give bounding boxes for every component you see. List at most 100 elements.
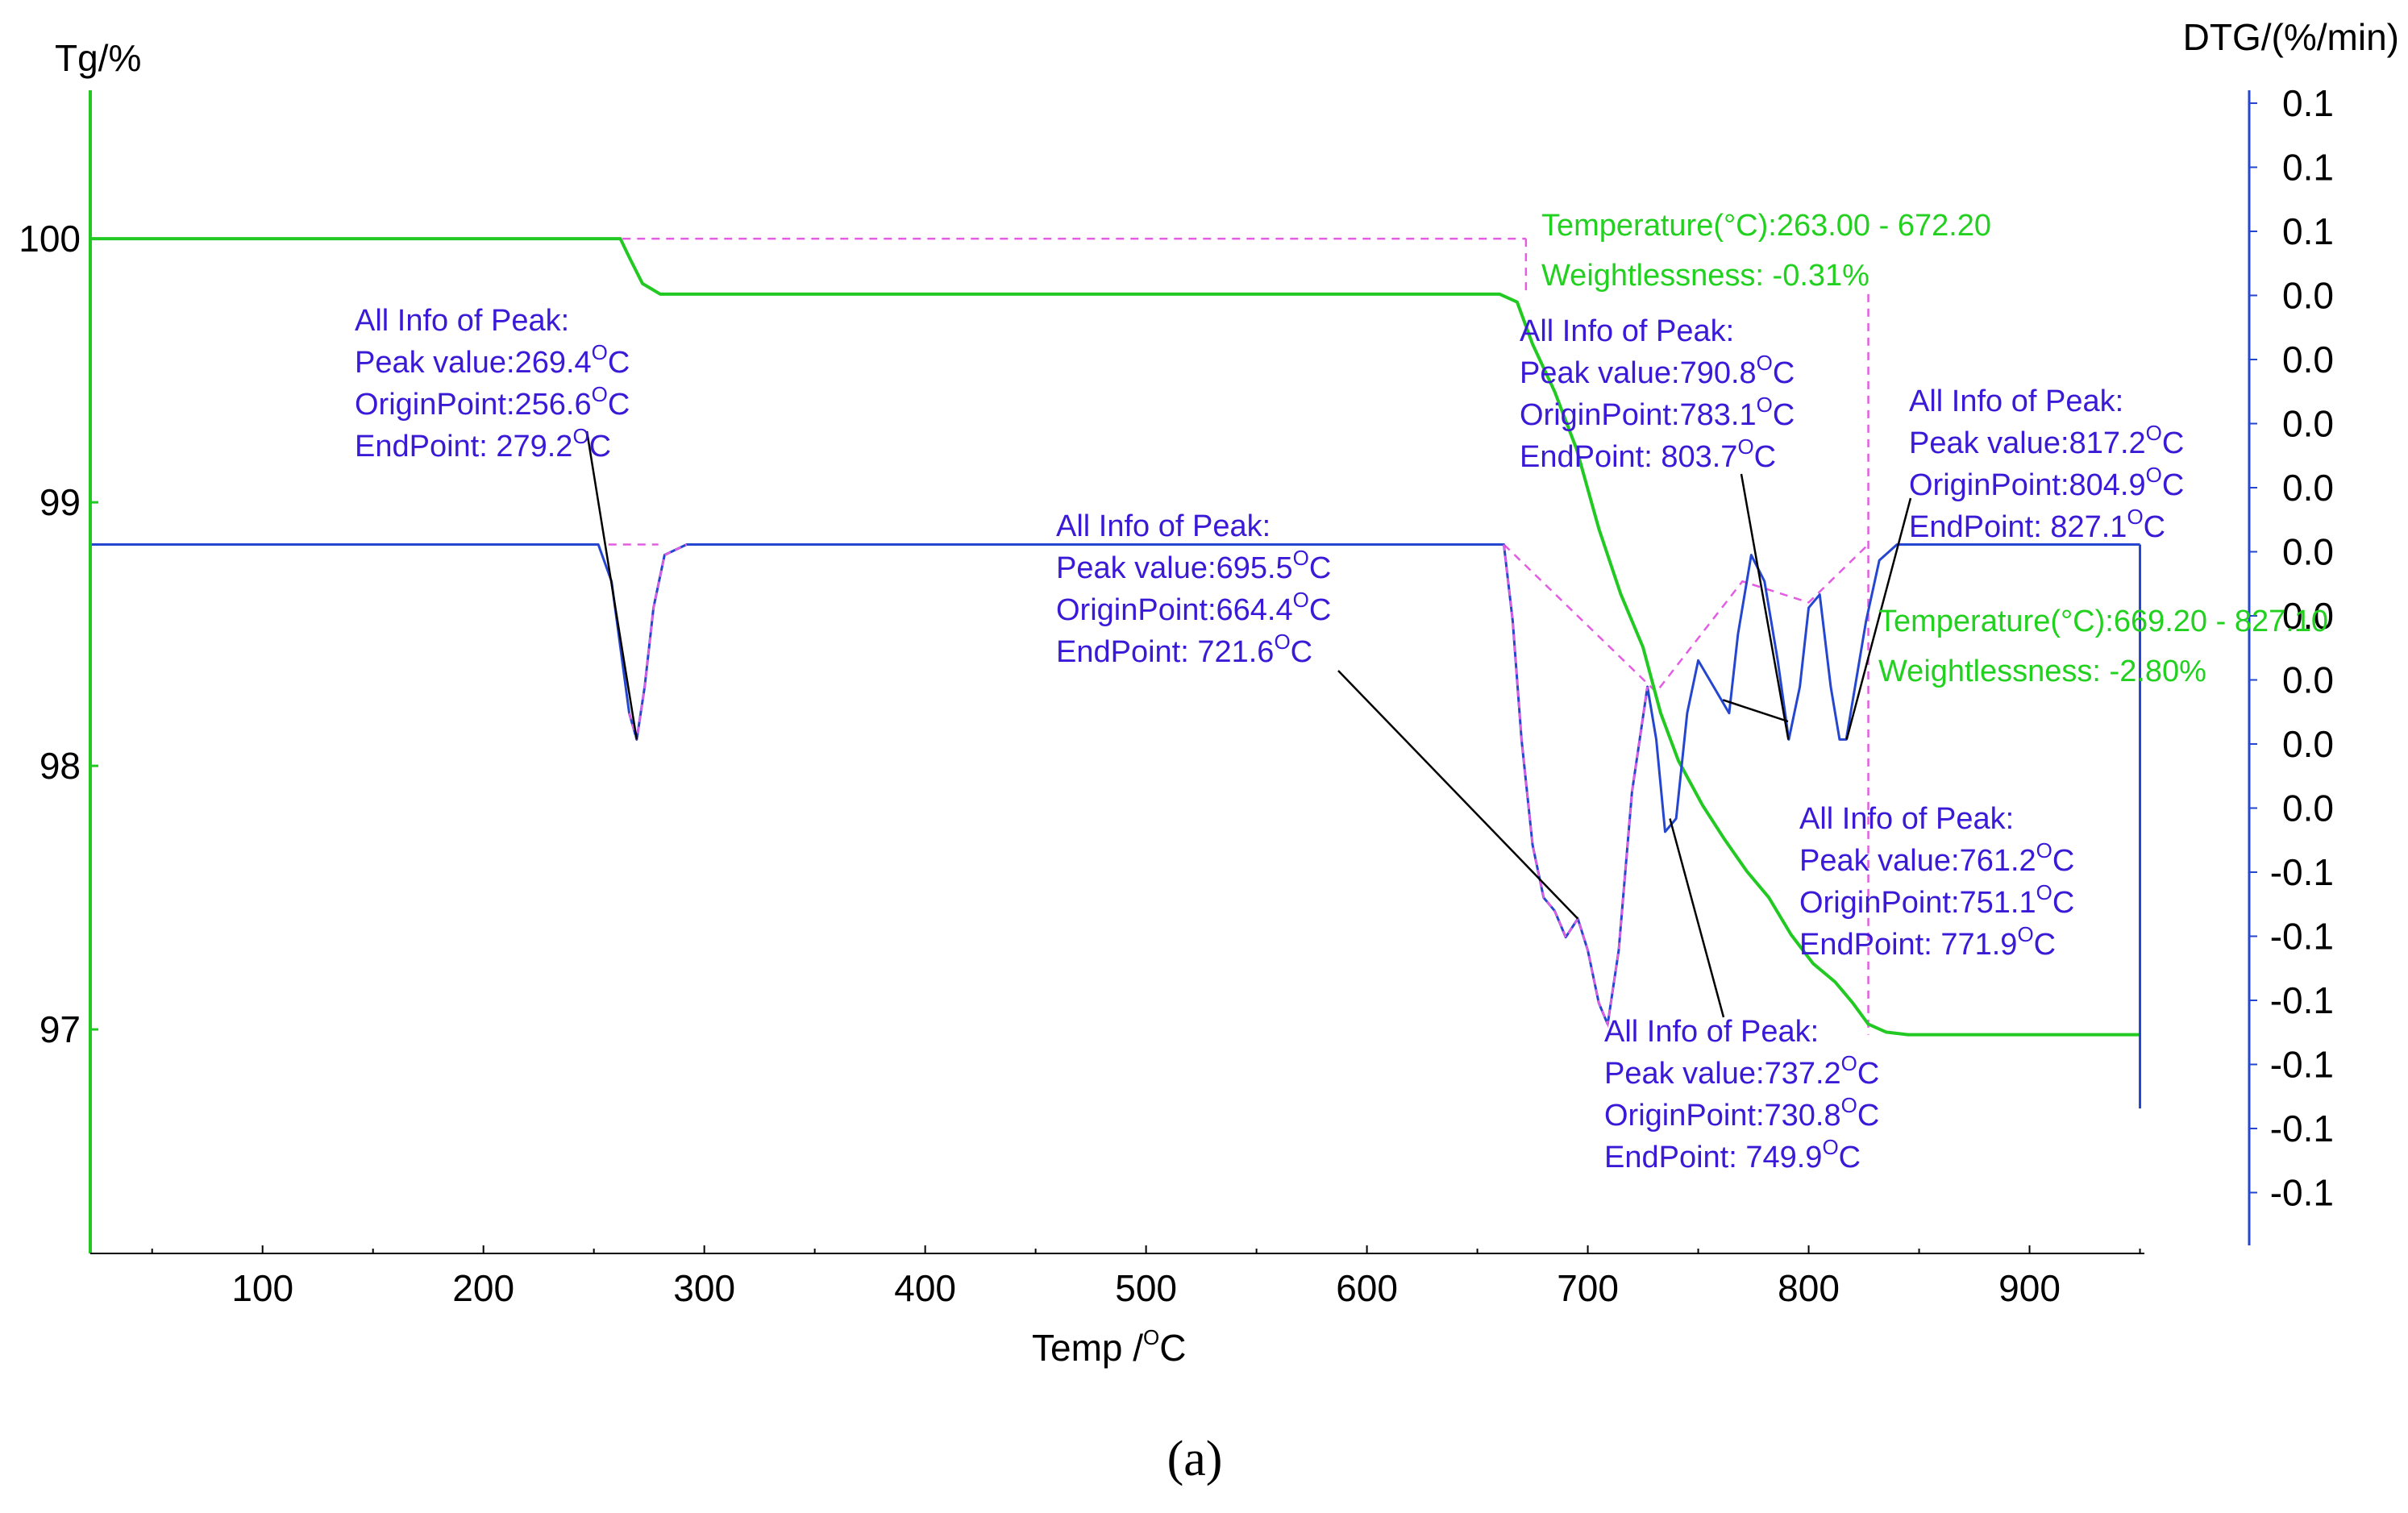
x-tick-label: 400	[894, 1267, 956, 1309]
y-right-tick-label: -0.1	[2270, 1108, 2334, 1149]
x-tick-label: 100	[231, 1267, 293, 1309]
x-tick-label: 800	[1778, 1267, 1840, 1309]
x-tick-label: 300	[673, 1267, 735, 1309]
degree-sup: O	[592, 382, 608, 406]
peak-value-text: Peak value:269.4OC	[355, 340, 630, 380]
y-right-tick-label: 0.0	[2282, 531, 2334, 573]
label: Peak value:790.8	[1520, 356, 1757, 390]
label: Peak value:737.2	[1604, 1057, 1841, 1091]
figure-caption: (a)	[1167, 1432, 1223, 1486]
axes	[89, 90, 2251, 1254]
right-tick-labels: 0.1 0.1 0.1 0.0 0.0 0.0 0.0 0.0 0.0 0.0 0.0 0.0 -0.1…	[2249, 82, 2334, 1214]
unit: C	[1773, 398, 1795, 432]
y-right-tick-label: 0.1	[2282, 210, 2334, 252]
label: Peak value:695.5	[1056, 551, 1293, 585]
y-left-axis-title: Tg/%	[55, 37, 141, 79]
unit: C	[2052, 844, 2074, 878]
label: OriginPoint:751.1	[1799, 886, 2036, 920]
y-right-tick-label: 0.0	[2282, 275, 2334, 317]
weightlessness-text: Weightlessness: -0.31%	[1541, 259, 1869, 293]
origin-point-text: OriginPoint:751.1OC	[1799, 880, 2074, 920]
peak-value-text: Peak value:817.2OC	[1909, 421, 2184, 460]
label: OriginPoint:256.6	[355, 388, 592, 422]
peak2-baseline-guide	[1503, 543, 1869, 694]
peak-leader-line	[1337, 670, 1579, 920]
y-right-axis-title: DTG/(%/min)	[2183, 16, 2399, 58]
label: EndPoint: 279.2	[355, 430, 572, 463]
origin-point-text: OriginPoint:664.4OC	[1056, 588, 1331, 627]
peak-leader-line	[1740, 473, 1790, 740]
label: OriginPoint:804.9	[1909, 468, 2146, 502]
unit: C	[1291, 635, 1312, 669]
degree-sup: O	[2036, 880, 2052, 904]
x-axis-title-main: Temp /	[1032, 1327, 1143, 1369]
degree-sup: O	[2146, 421, 2162, 445]
y-right-tick-label: 0.0	[2282, 659, 2334, 701]
end-point-text: EndPoint: 721.6OC	[1056, 630, 1312, 669]
end-point-text: EndPoint: 803.7OC	[1520, 434, 1776, 474]
y-left-tick-label: 99	[40, 481, 81, 523]
unit: C	[1857, 1099, 1879, 1133]
x-tick-label: 500	[1115, 1267, 1177, 1309]
unit: C	[1754, 440, 1776, 474]
peak-value-text: Peak value:761.2OC	[1799, 838, 2074, 878]
label: OriginPoint:730.8	[1604, 1099, 1841, 1133]
temperature-range-text: Temperature(°C):669.20 - 827.10	[1878, 605, 2328, 638]
y-right-tick-label: 0.0	[2282, 339, 2334, 380]
unit: C	[2162, 426, 2184, 460]
y-right-tick-label: 0.0	[2282, 403, 2334, 445]
degree-sup: O	[2017, 922, 2033, 946]
label: EndPoint: 803.7	[1520, 440, 1737, 474]
unit: C	[2052, 886, 2074, 920]
y-right-tick-label: 0.1	[2282, 147, 2334, 189]
degree-sup: O	[1737, 434, 1753, 459]
unit: C	[1309, 593, 1331, 627]
y-right-tick-label: -0.1	[2270, 851, 2334, 893]
step-info-block: Temperature(°C):263.00 - 672.20 Weightles…	[1541, 209, 1991, 293]
y-left-tick-label: 97	[40, 1008, 81, 1050]
degree-sup: O	[1757, 351, 1773, 375]
peak-annotation: All Info of Peak:Peak value:790.8OCOrigi…	[1520, 314, 1795, 474]
degree-sup: O	[1274, 630, 1290, 654]
peak-annotation-title: All Info of Peak:	[1604, 1015, 1819, 1049]
unit: C	[1839, 1141, 1861, 1174]
left-tick-labels: 100 99 98 97	[19, 218, 98, 1050]
degree-sup: O	[1822, 1135, 1838, 1159]
y-right-tick-label: 0.0	[2282, 723, 2334, 765]
x-tick-label: 700	[1557, 1267, 1619, 1309]
unit: C	[608, 346, 630, 380]
degree-sup: O	[1757, 393, 1773, 417]
degree-sup: O	[1293, 546, 1309, 570]
y-right-tick-label: 0.0	[2282, 788, 2334, 829]
degree-sup: O	[2127, 505, 2143, 529]
peak-annotation-title: All Info of Peak:	[1909, 384, 2123, 418]
y-right-tick-label: -0.1	[2270, 979, 2334, 1021]
degree-sup: O	[572, 424, 588, 448]
y-right-tick-label: 0.0	[2282, 467, 2334, 509]
peak-leader-line	[1669, 818, 1725, 1018]
y-right-tick-label: 0.0	[2282, 595, 2334, 637]
y-right-tick-label: -0.1	[2270, 916, 2334, 958]
degree-sup: O	[1293, 588, 1309, 612]
end-point-text: EndPoint: 827.1OC	[1909, 505, 2165, 544]
peak-annotation-title: All Info of Peak:	[1056, 509, 1271, 543]
peak2-overlay	[1503, 544, 1649, 1029]
temperature-range-text: Temperature(°C):263.00 - 672.20	[1541, 209, 1991, 243]
degree-sup: O	[2146, 463, 2162, 487]
end-point-text: EndPoint: 771.9OC	[1799, 922, 2056, 962]
peak-value-text: Peak value:790.8OC	[1520, 351, 1795, 390]
x-tick-labels: 100 200 300 400 500 600 700 800 900	[151, 1245, 2141, 1309]
peak-annotation: All Info of Peak:Peak value:761.2OCOrigi…	[1799, 802, 2074, 962]
x-tick-label: 200	[452, 1267, 514, 1309]
peak-annotation: All Info of Peak:Peak value:269.4OCOrigi…	[355, 304, 630, 463]
peak-annotation: All Info of Peak:Peak value:695.5OCOrigi…	[1056, 509, 1331, 669]
step-info-block: Temperature(°C):669.20 - 827.10 Weightles…	[1878, 605, 2328, 688]
peak-annotation-title: All Info of Peak:	[1799, 802, 2014, 836]
weightlessness-text: Weightlessness: -2.80%	[1878, 655, 2206, 688]
end-point-text: EndPoint: 279.2OC	[355, 424, 611, 463]
series-tg	[90, 237, 2140, 1037]
origin-point-text: OriginPoint:256.6OC	[355, 382, 630, 422]
peak-annotation-title: All Info of Peak:	[1520, 314, 1734, 348]
unit: C	[2162, 468, 2184, 502]
x-axis-title-unit: C	[1159, 1327, 1186, 1369]
